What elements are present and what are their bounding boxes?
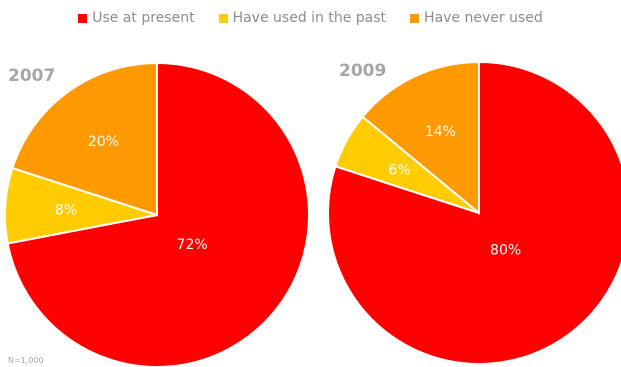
pie-2009-title: 2009 [339, 61, 387, 81]
legend-item-use-at-present: Use at present [78, 10, 195, 26]
pie-2009-label-use-at-present: 80% [490, 243, 521, 259]
pie-2009-slice-use-at-present [327, 60, 621, 365]
legend-item-never-used: Have never used [410, 10, 543, 26]
pie-2007-slice-use-at-present [6, 61, 310, 367]
pie-2007-title: 2007 [8, 66, 56, 86]
legend-swatch-never-used [410, 13, 420, 23]
pie-2009-slice-never-used [361, 60, 480, 216]
pie-2007-label-used-in-past: 8% [55, 202, 77, 218]
pie-2007-label-never-used: 20% [88, 134, 119, 150]
legend-label-never-used: Have never used [424, 10, 543, 26]
pie-2009-label-used-in-past: 6% [388, 162, 410, 178]
chart-legend: Use at present Have used in the past Hav… [0, 10, 621, 26]
pie-chart-2009: 80% 6% 14% [327, 60, 621, 365]
pie-2009-label-never-used: 14% [425, 124, 456, 140]
legend-label-used-in-past: Have used in the past [232, 10, 387, 26]
legend-swatch-used-in-past [218, 13, 228, 23]
legend-item-used-in-past: Have used in the past [218, 10, 387, 26]
sample-size-note: N=1,000 [8, 356, 44, 365]
pie-2007-label-use-at-present: 72% [177, 237, 208, 253]
pie-2007-slice-never-used [11, 61, 158, 217]
pie-chart-2007: 72% 8% 20% [3, 61, 310, 367]
legend-swatch-use-at-present [78, 13, 88, 23]
legend-label-use-at-present: Use at present [92, 10, 195, 26]
